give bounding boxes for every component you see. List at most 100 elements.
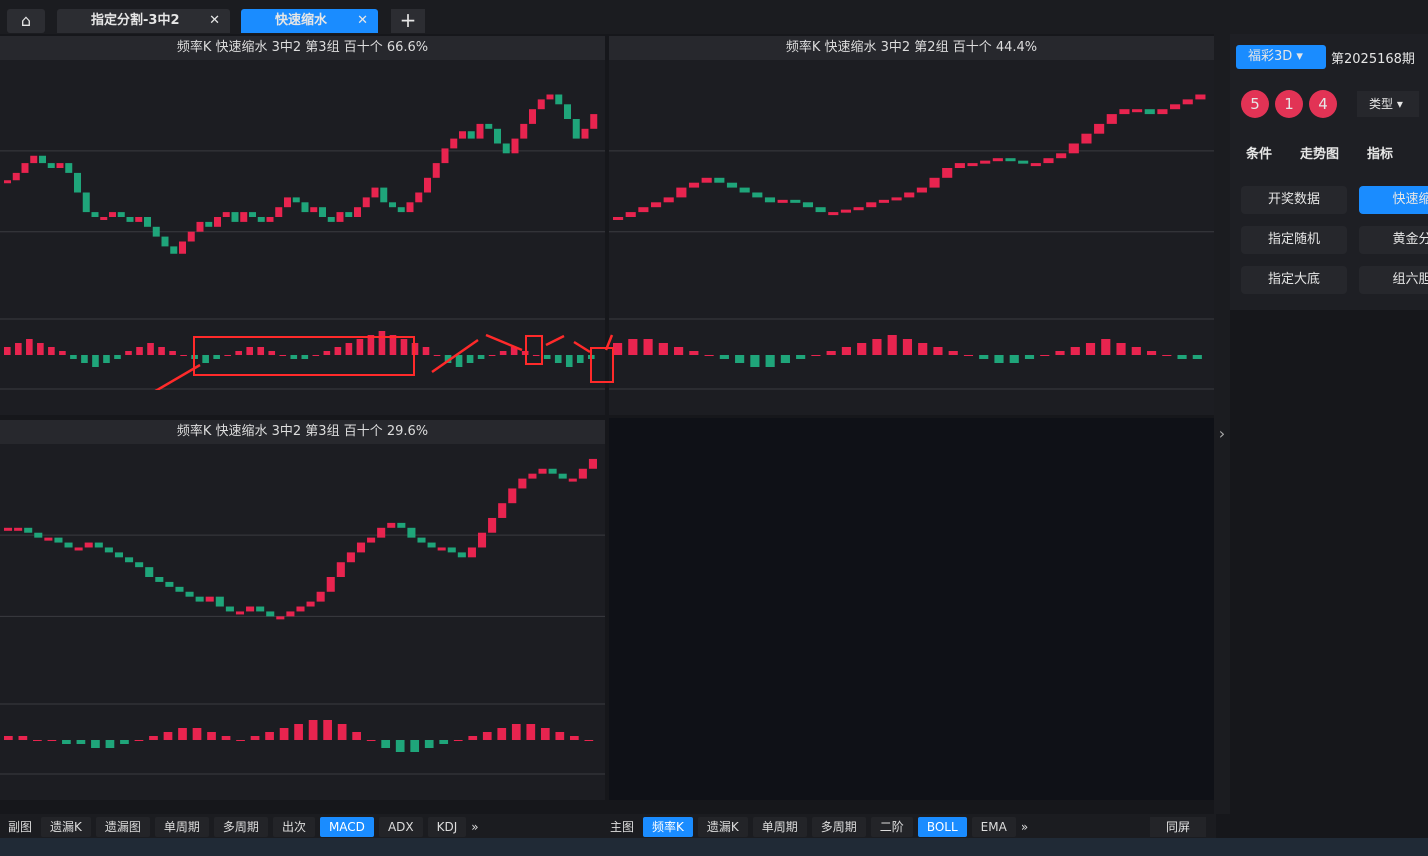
sidebar-button[interactable]: 快速缩 — [1359, 186, 1428, 214]
candle — [528, 473, 537, 479]
toolbar-button[interactable]: 出次 — [272, 817, 315, 837]
tab-label: 快速缩水 — [275, 13, 328, 28]
sidebar-button[interactable]: 组六胆 — [1359, 266, 1428, 294]
sidebar — [1230, 34, 1428, 310]
collapse-bar[interactable]: › — [1214, 34, 1230, 814]
candle — [100, 217, 108, 220]
sidebar-tab[interactable]: 走势图 — [1300, 147, 1340, 162]
candle — [356, 542, 366, 553]
macd-bar — [147, 343, 154, 355]
add-tab[interactable]: + — [391, 9, 425, 33]
candle — [942, 168, 953, 178]
sidebar-tab[interactable]: 指标 — [1367, 147, 1394, 162]
toolbar-button[interactable]: 单周期 — [752, 817, 807, 837]
candle — [508, 488, 517, 504]
candle — [980, 160, 991, 164]
macd-bar — [587, 355, 595, 359]
candle — [336, 212, 344, 222]
panel-chart — [0, 444, 605, 800]
macd-bar — [735, 355, 745, 363]
macd-bar — [192, 728, 202, 740]
toolbar-button[interactable]: 二阶 — [870, 817, 913, 837]
candle — [802, 202, 814, 208]
macd-bar — [532, 355, 540, 356]
candle — [286, 611, 295, 617]
lottery-select[interactable]: 福彩3D ▾ — [1236, 45, 1326, 69]
home-button[interactable]: ⌂ — [7, 9, 45, 33]
toolbar-button[interactable]: 遗漏K — [697, 817, 748, 837]
toolbar-button[interactable]: 多周期 — [811, 817, 866, 837]
macd-bar — [337, 724, 347, 740]
candle — [538, 468, 547, 474]
macd-bar — [103, 355, 110, 363]
candle — [638, 207, 649, 213]
macd-bar — [963, 355, 974, 356]
macd-bar — [439, 740, 449, 744]
sidebar-button[interactable]: 黄金分 — [1359, 226, 1428, 254]
macd-bar — [584, 740, 594, 741]
toolbar-button[interactable]: BOLL — [917, 817, 967, 837]
candle — [14, 527, 23, 531]
tab-close[interactable]: ✕ — [209, 13, 220, 28]
candle — [1005, 158, 1016, 162]
candle — [266, 217, 274, 222]
tab[interactable]: 指定分割-3中2 ✕ — [57, 9, 230, 33]
panel-title: 频率K 快速缩水 3中2 第3组 百十个 66.6% — [0, 36, 605, 60]
macd-bar — [554, 355, 562, 363]
candle — [24, 527, 33, 533]
tab[interactable]: 快速缩水 ✕ — [241, 9, 378, 33]
candle — [537, 99, 545, 110]
candle — [714, 177, 725, 183]
toolbar-button[interactable]: 遗漏图 — [95, 817, 150, 837]
candle — [371, 187, 379, 198]
sidebar-button[interactable]: 指定随机 — [1241, 226, 1347, 254]
toolbar-button[interactable]: 遗漏K — [41, 817, 91, 837]
macd-bar — [163, 732, 173, 740]
sidebar-button[interactable]: 开奖数据 — [1241, 186, 1347, 214]
collapse-arrow[interactable]: › — [1218, 424, 1226, 443]
macd-bar — [455, 355, 463, 367]
macd-bar — [511, 724, 521, 740]
candle — [74, 547, 83, 551]
toolbar-button[interactable]: EMA — [971, 817, 1016, 837]
sidebar-tab[interactable]: 条件 — [1246, 147, 1273, 162]
candle — [590, 114, 598, 129]
toolbar-more[interactable]: » — [1020, 820, 1029, 834]
toolbar-button[interactable]: 多周期 — [213, 817, 268, 837]
macd-bar — [811, 355, 821, 356]
macd-bar — [477, 355, 485, 359]
macd-bar — [136, 347, 143, 355]
macd-bar — [323, 351, 331, 355]
candle — [676, 187, 687, 198]
macd-bar — [180, 355, 187, 356]
toolbar-more[interactable]: » — [471, 820, 479, 834]
toolbar-button[interactable]: MACD — [319, 817, 374, 837]
macd-bar — [628, 339, 638, 355]
candle — [310, 207, 318, 213]
candle — [840, 209, 851, 213]
toolbar-button[interactable]: 单周期 — [154, 817, 209, 837]
macd-bar — [202, 355, 209, 363]
tab-close[interactable]: ✕ — [357, 13, 368, 28]
toolbar-button[interactable]: KDJ — [427, 817, 467, 837]
candle — [954, 163, 965, 168]
macd-bar — [92, 355, 99, 367]
candle — [292, 197, 300, 203]
macd-bar — [18, 736, 28, 740]
macd-bar — [1192, 355, 1202, 359]
macd-bar — [540, 728, 550, 740]
macd-bar — [213, 355, 220, 359]
same-screen-button[interactable]: 同屏 — [1150, 817, 1206, 837]
macd-bar — [37, 343, 44, 355]
candle — [878, 199, 889, 203]
toolbar-button[interactable]: ADX — [378, 817, 423, 837]
macd-bar — [290, 355, 298, 359]
type-select[interactable]: 类型 ▾ — [1357, 91, 1419, 117]
macd-bar — [265, 732, 274, 740]
toolbar-button[interactable]: 频率K — [643, 817, 693, 837]
candle — [165, 581, 174, 587]
candle — [145, 567, 154, 577]
sidebar-button[interactable]: 指定大底 — [1241, 266, 1347, 294]
candle — [518, 478, 527, 489]
